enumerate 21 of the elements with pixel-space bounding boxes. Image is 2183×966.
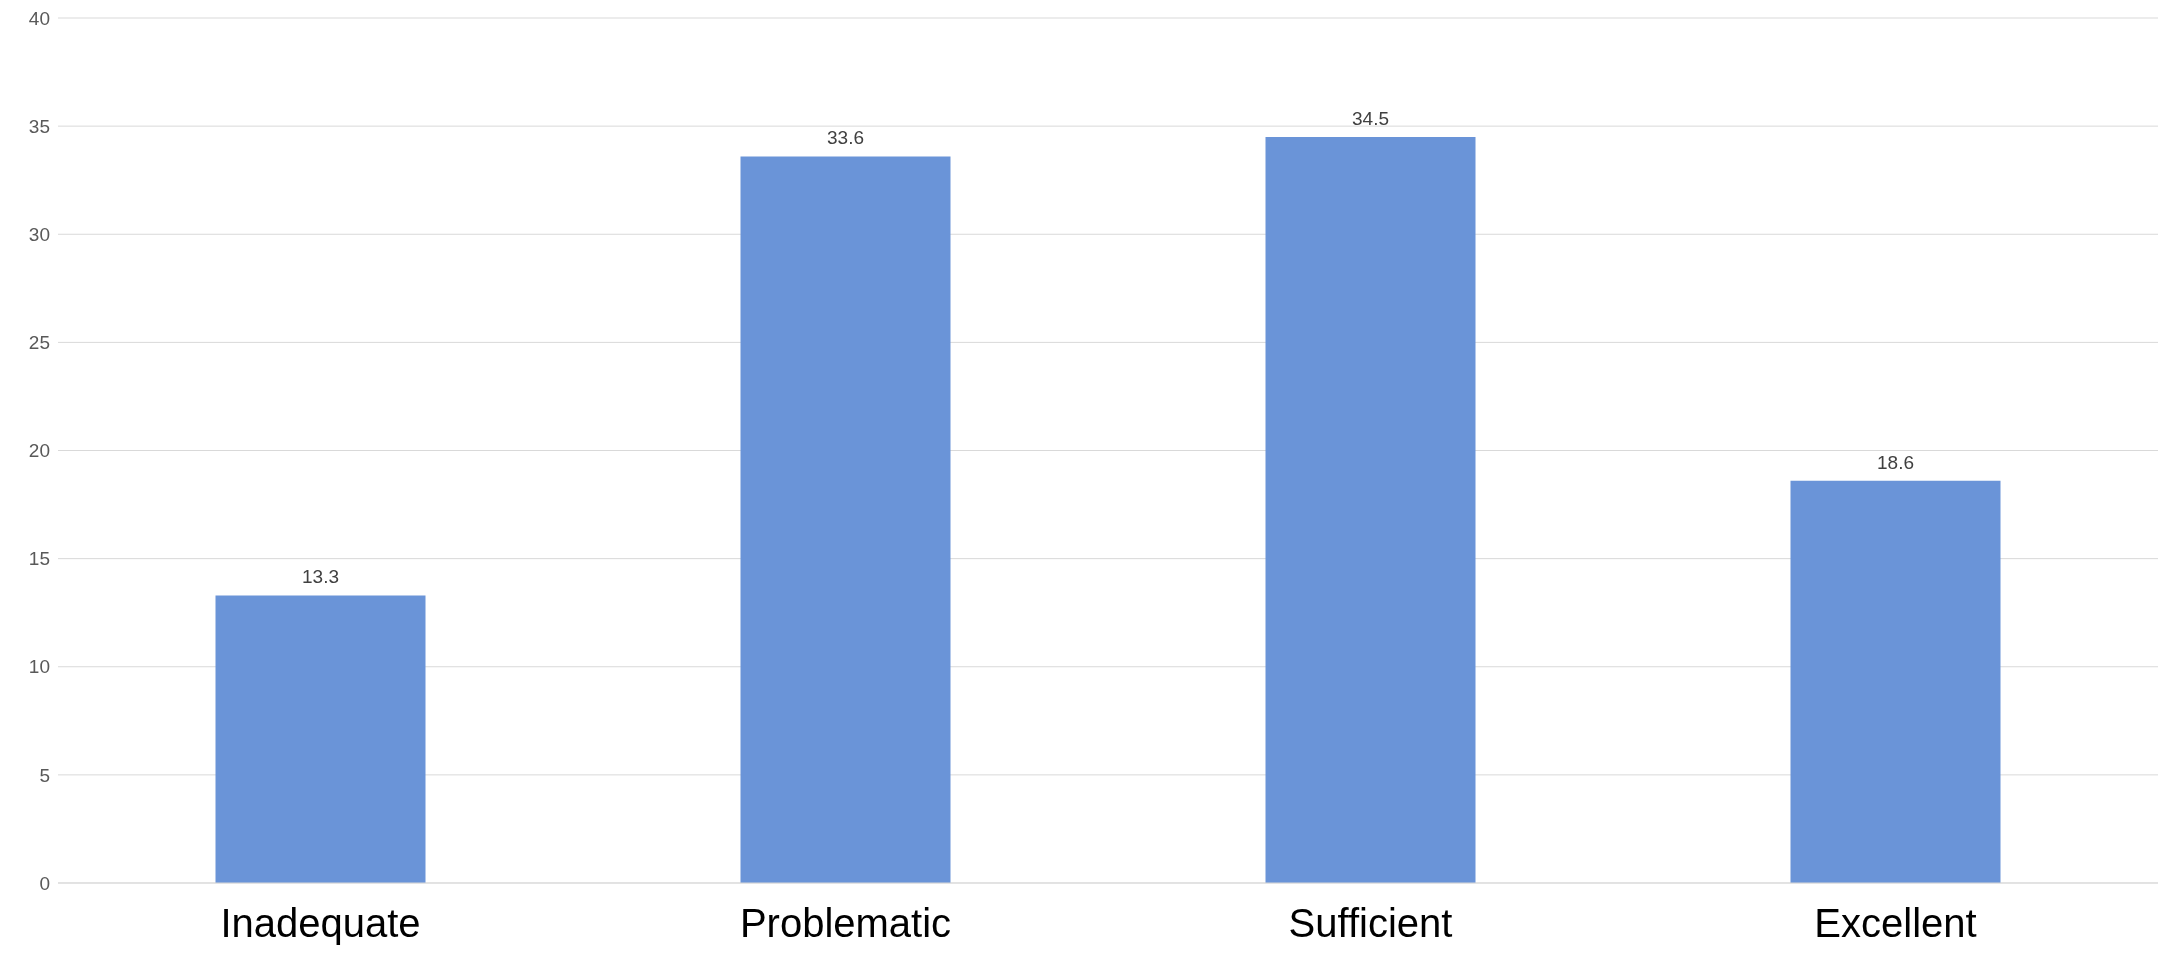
- data-label: 13.3: [302, 566, 339, 588]
- y-tick-label: 5: [39, 764, 50, 786]
- y-tick-label: 10: [28, 656, 50, 678]
- x-tick-label: Inadequate: [220, 901, 421, 946]
- bar: [740, 156, 951, 883]
- y-tick-label: 35: [28, 115, 50, 137]
- bar: [1790, 480, 2001, 883]
- data-label: 18.6: [1877, 451, 1914, 473]
- y-tick-label: 25: [28, 332, 50, 354]
- bar: [215, 595, 426, 883]
- y-tick-label: 40: [28, 7, 50, 29]
- x-tick-label: Problematic: [739, 901, 952, 946]
- y-tick-label: 30: [28, 223, 50, 245]
- y-tick-label: 15: [28, 548, 50, 570]
- y-tick-label: 0: [39, 872, 50, 894]
- y-tick-label: 20: [28, 440, 50, 462]
- data-label: 33.6: [827, 127, 864, 149]
- x-tick-label: Sufficient: [1288, 901, 1453, 946]
- data-label: 34.5: [1352, 107, 1389, 129]
- bar: [1265, 136, 1476, 883]
- x-tick-label: Excellent: [1814, 901, 1977, 946]
